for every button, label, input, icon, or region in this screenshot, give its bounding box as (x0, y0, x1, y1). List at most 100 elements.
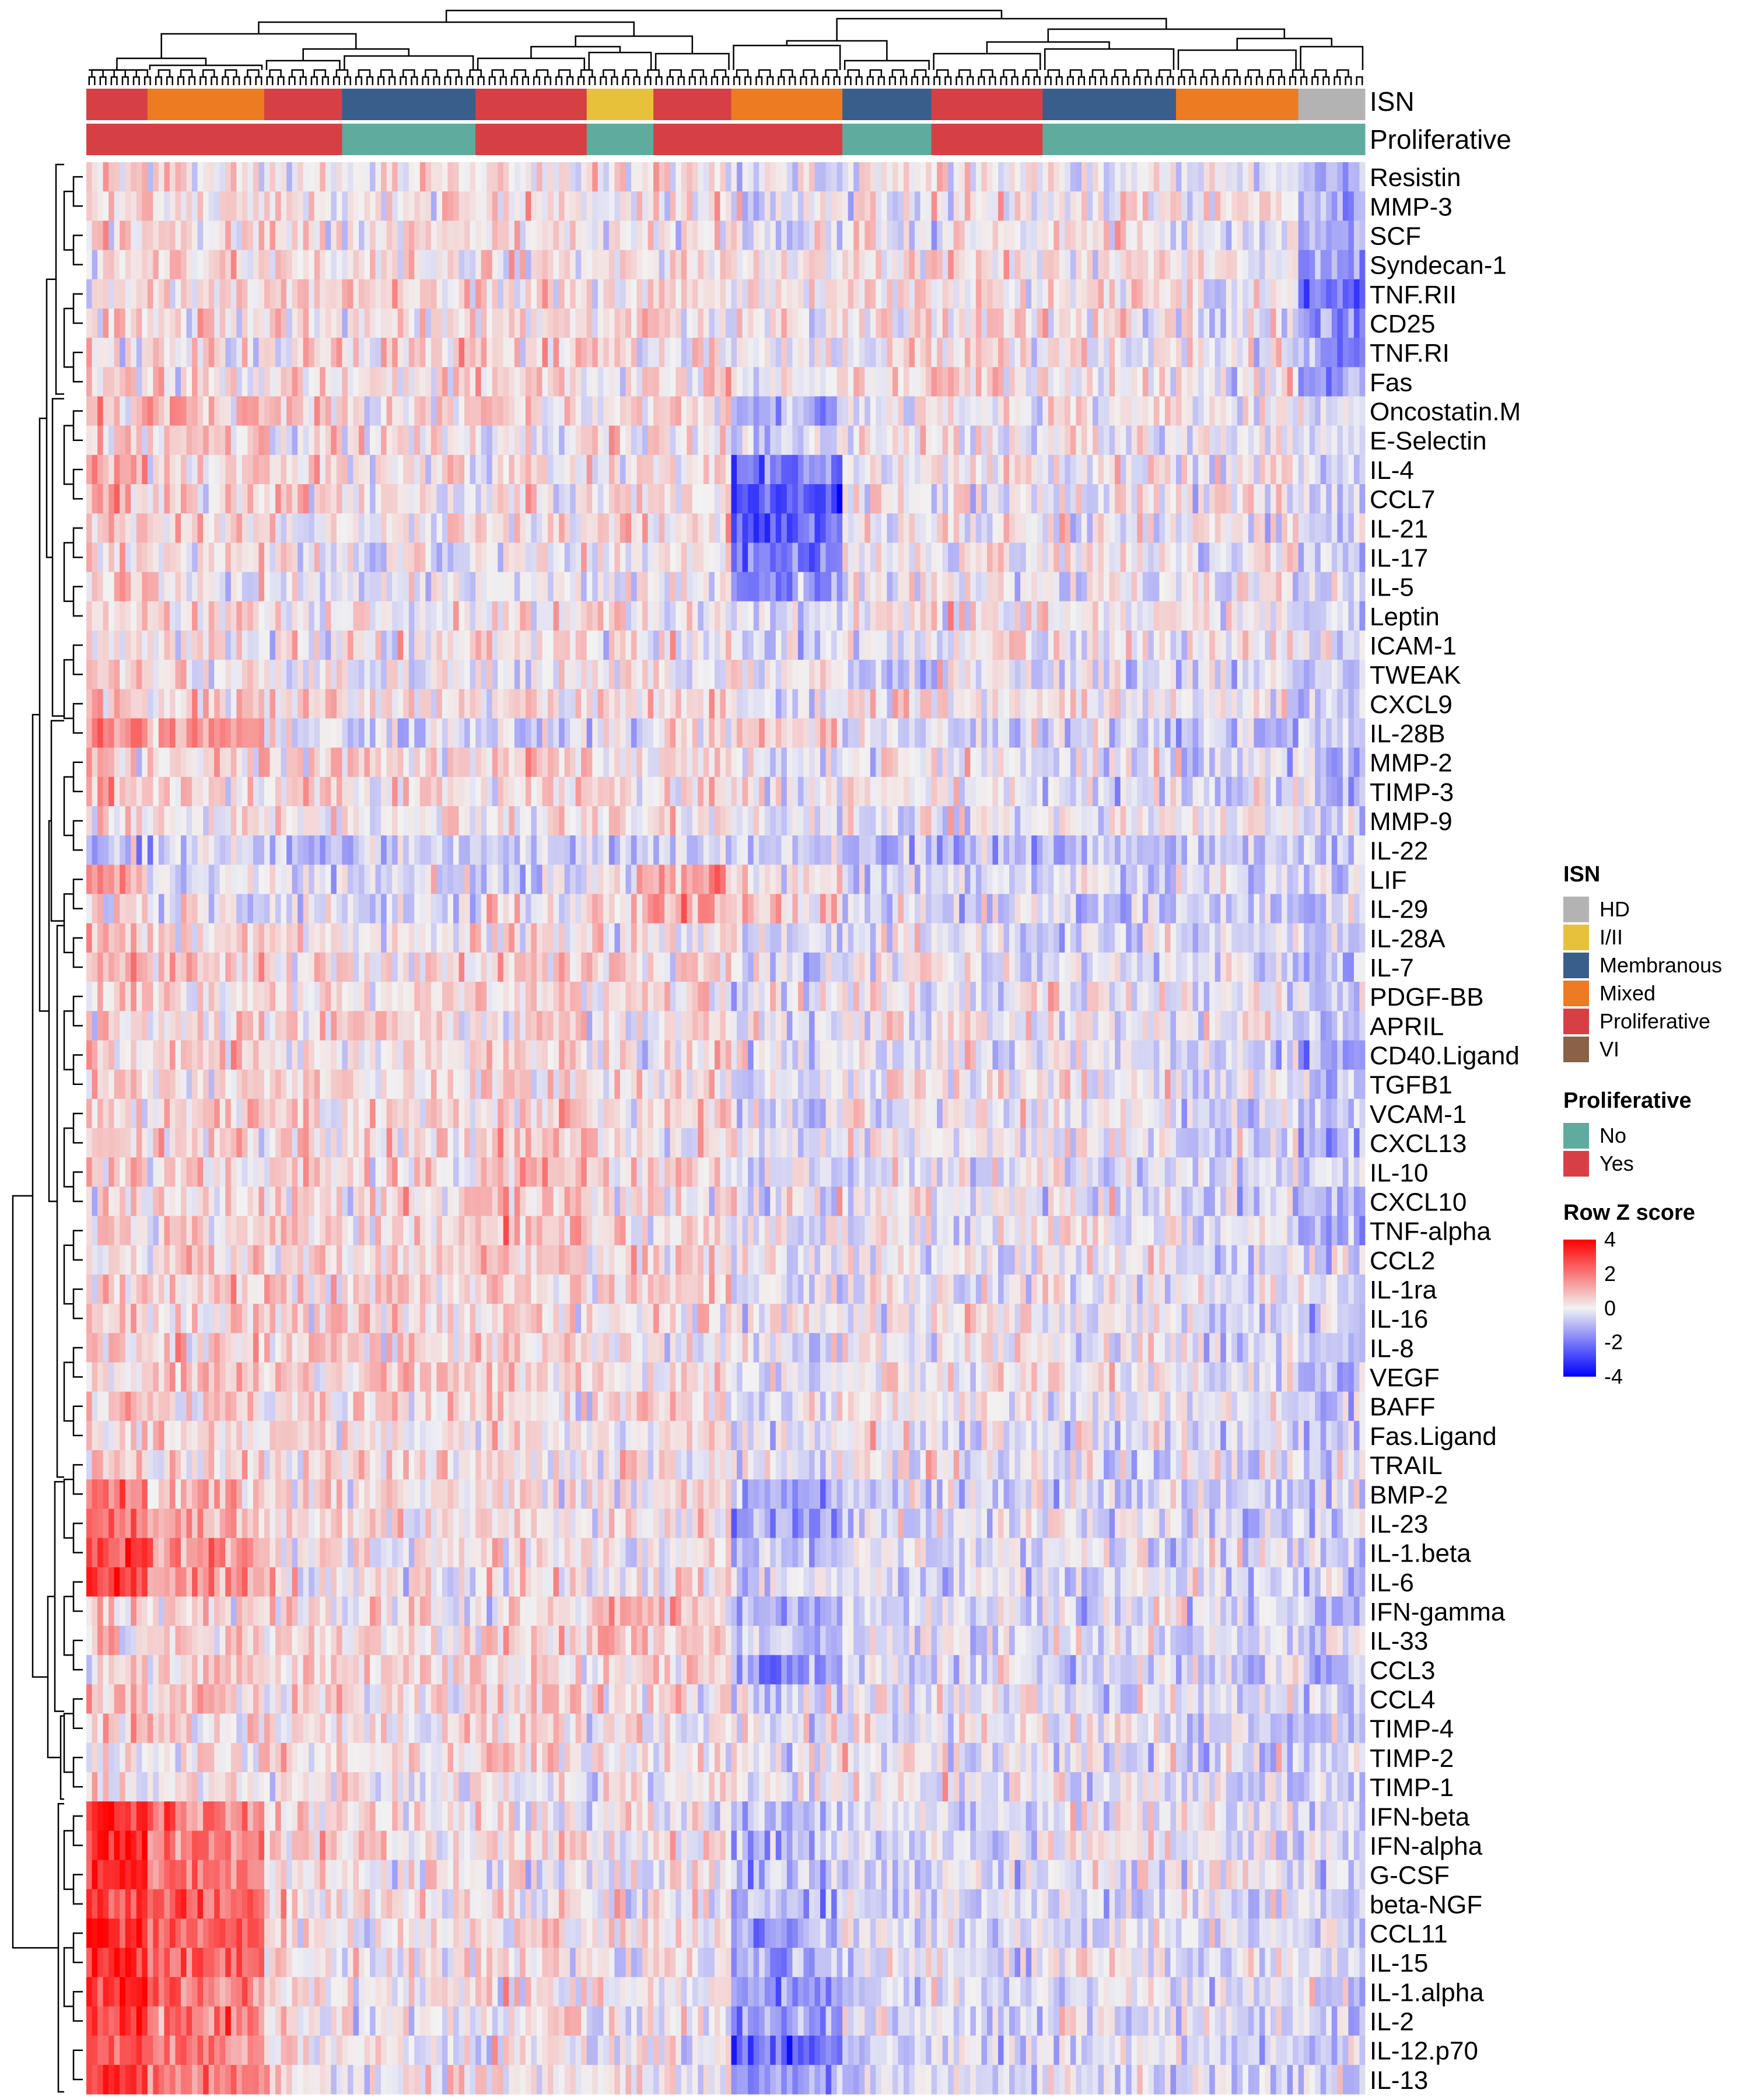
heatmap-cell (375, 367, 382, 397)
heatmap-cell (419, 864, 426, 894)
isn-annotation-4 (475, 89, 587, 120)
heatmap-cell (258, 1245, 265, 1275)
heatmap-cell (286, 425, 293, 456)
heatmap-cell (408, 1538, 415, 1568)
heatmap-cell (214, 1655, 220, 1685)
heatmap-cell (353, 689, 359, 719)
heatmap-cell (275, 894, 281, 924)
heatmap-cell (442, 220, 448, 250)
column-dendrogram-branch (936, 69, 949, 77)
heatmap-cell (298, 1684, 304, 1714)
heatmap-cell (186, 1186, 192, 1216)
heatmap-cell (175, 2064, 181, 2095)
heatmap-cell (425, 220, 432, 250)
heatmap-cell (97, 1128, 103, 1158)
heatmap-cell (336, 806, 342, 836)
heatmap-cell (153, 308, 159, 338)
heatmap-cell (447, 1713, 454, 1744)
heatmap-cell (298, 718, 304, 748)
heatmap-cell (309, 1567, 315, 1597)
heatmap-cell (414, 1011, 421, 1041)
heatmap-cell (258, 1362, 265, 1392)
heatmap-cell (175, 660, 181, 690)
heatmap-cell (203, 1567, 209, 1597)
heatmap-cell (242, 630, 248, 660)
heatmap-cell (370, 279, 376, 309)
column-dendrogram-branch (603, 69, 615, 77)
heatmap-cell (475, 1831, 482, 1860)
heatmap-cell (408, 1362, 415, 1392)
heatmap-cell (103, 1391, 109, 1422)
heatmap-cell (125, 513, 131, 543)
heatmap-cell (203, 425, 209, 456)
heatmap-cell (325, 191, 331, 221)
heatmap-cell (270, 1713, 276, 1744)
heatmap-cell (392, 1626, 398, 1656)
heatmap-cell (258, 835, 265, 865)
heatmap-cell (203, 952, 209, 982)
heatmap-cell (158, 308, 164, 338)
heatmap-cell (331, 2064, 337, 2095)
heatmap-cell (430, 601, 437, 631)
heatmap-cell (325, 338, 331, 368)
heatmap-cell (459, 1655, 465, 1685)
heatmap-cell (247, 1918, 254, 1948)
heatmap-cell (247, 220, 254, 250)
heatmap-cell (381, 952, 387, 982)
heatmap-cell (353, 1098, 359, 1129)
heatmap-cell (97, 250, 103, 280)
heatmap-cell (386, 718, 393, 748)
heatmap-cell (164, 806, 170, 836)
heatmap-cell (258, 806, 265, 836)
heatmap-cell (414, 982, 421, 1012)
column-dendrogram-branch (958, 69, 971, 77)
column-dendrogram-branch (1334, 76, 1341, 85)
heatmap-cell (481, 630, 487, 660)
heatmap-cell (86, 630, 92, 660)
heatmap-cell (142, 923, 148, 953)
heatmap-cell (175, 279, 181, 309)
heatmap-cell (86, 660, 92, 690)
heatmap-cell (342, 367, 348, 397)
heatmap-cell (197, 718, 204, 748)
row-dendrogram-branch (63, 1947, 74, 2007)
heatmap-cell (258, 982, 265, 1012)
heatmap-cell (136, 1772, 142, 1802)
heatmap-cell (309, 1538, 315, 1568)
heatmap-cell (175, 1450, 181, 1480)
heatmap-cell (347, 1274, 354, 1304)
heatmap-cell (169, 425, 176, 456)
heatmap-cell (264, 982, 270, 1012)
heatmap-cell (303, 2035, 309, 2066)
heatmap-cell (97, 162, 103, 192)
heatmap-cell (447, 191, 454, 221)
heatmap-cell (403, 1567, 410, 1597)
heatmap-cell (397, 952, 404, 982)
heatmap-cell (314, 1098, 320, 1129)
heatmap-cell (86, 250, 92, 280)
heatmap-cell (370, 1801, 376, 1831)
heatmap-cell (86, 542, 92, 572)
heatmap-cell (397, 923, 404, 953)
heatmap-cell (192, 279, 198, 309)
heatmap-cell (381, 1801, 387, 1831)
heatmap-cell (303, 835, 309, 865)
row-dendrogram (12, 163, 83, 2093)
heatmap-cell (375, 835, 382, 865)
heatmap-cell (230, 1040, 237, 1070)
heatmap-cell (375, 425, 382, 456)
heatmap-cell (436, 1128, 443, 1158)
heatmap-cell (103, 542, 109, 572)
heatmap-cell (336, 1128, 342, 1158)
heatmap-cell (203, 1684, 209, 1714)
heatmap-cell (314, 1157, 320, 1187)
heatmap-cell (214, 1391, 220, 1422)
heatmap-cell (270, 1772, 276, 1802)
heatmap-cell (214, 1596, 220, 1626)
heatmap-cell (419, 1186, 426, 1216)
heatmap-cell (147, 1626, 153, 1656)
heatmap-cell (270, 776, 276, 807)
heatmap-cell (342, 835, 348, 865)
heatmap-cell (219, 1128, 226, 1158)
heatmap-cell (298, 425, 304, 456)
